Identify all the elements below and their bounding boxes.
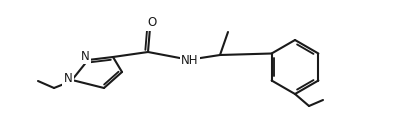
Text: NH: NH xyxy=(181,53,199,66)
Text: N: N xyxy=(64,72,72,86)
Text: O: O xyxy=(148,16,157,30)
Text: N: N xyxy=(81,49,89,63)
